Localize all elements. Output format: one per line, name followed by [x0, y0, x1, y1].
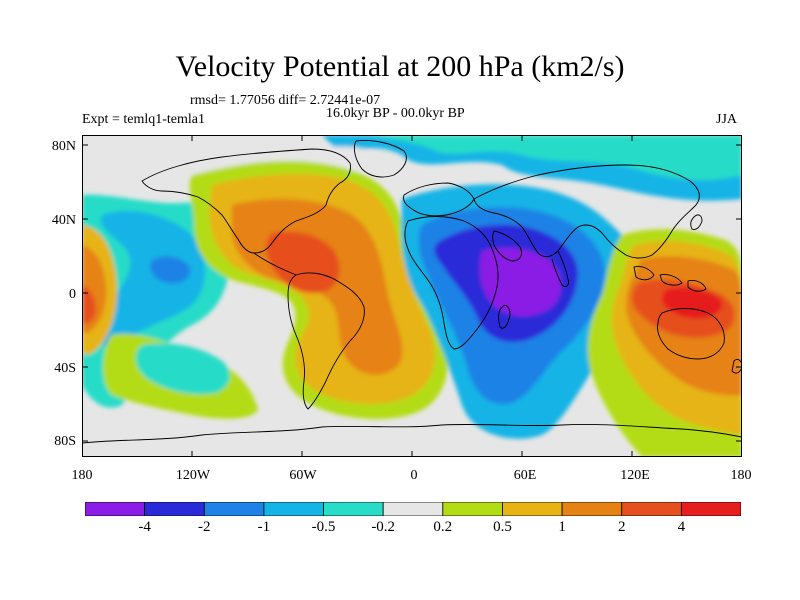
coastline-se-asia-islands — [633, 266, 707, 292]
coastlines — [82, 140, 742, 444]
colorbar-label: 4 — [677, 519, 686, 535]
colorbar-box — [323, 502, 384, 516]
colorbar-box — [621, 502, 682, 516]
lon-tick-60w: 60W — [289, 468, 317, 483]
season-label: JJA — [716, 112, 738, 127]
colorbar-label: -0.2 — [371, 519, 396, 535]
colorbar-label: 1 — [558, 519, 566, 535]
lat-tick-80n: 80N — [51, 139, 76, 154]
colorbar-box — [680, 502, 741, 516]
lon-tick-180e: 180 — [730, 468, 752, 483]
stats-line: rmsd= 1.77056 diff= 2.72441e-07 — [190, 93, 381, 108]
contour-west-pacific-red — [82, 285, 96, 324]
lat-tick-40s: 40S — [54, 361, 76, 376]
period-label: 16.0kyr BP - 00.0kyr BP — [326, 106, 465, 121]
colorbar-box — [442, 502, 503, 516]
colorbar-box — [263, 502, 324, 516]
colorbar-label: -1 — [257, 519, 271, 535]
coastline-japan — [690, 214, 703, 230]
coastline-europe — [403, 182, 475, 217]
coastline-madagascar — [498, 304, 511, 329]
coastline-north-america — [141, 148, 351, 254]
lat-tick-80s: 80S — [54, 434, 76, 449]
contour-pacific-medium — [98, 210, 206, 348]
coastline-central-america — [253, 252, 297, 276]
coastline-antarctica — [82, 423, 742, 444]
experiment-label: Expt = temlq1-temla1 — [82, 112, 205, 127]
lon-tick-60e: 60E — [513, 468, 537, 483]
colorbar-label: 0.2 — [433, 519, 453, 535]
lat-tick-0: 0 — [69, 287, 76, 302]
coastline-africa — [404, 216, 499, 350]
colorbar — [85, 502, 741, 516]
lon-tick-180w: 180 — [71, 468, 93, 483]
contour-north-band — [82, 135, 742, 181]
coastline-arabia — [492, 230, 523, 262]
velocity-potential-map — [82, 135, 742, 457]
colorbar-box — [144, 502, 205, 516]
contour-pacific-dark — [150, 256, 191, 284]
lon-tick-120e: 120E — [620, 468, 650, 483]
colorbar-label: -0.5 — [311, 519, 336, 535]
colorbar-label: -2 — [198, 519, 211, 535]
lon-tick-0: 0 — [410, 468, 418, 483]
colorbar-label: -4 — [138, 519, 151, 535]
colorbar-box — [85, 502, 146, 516]
colorbar-box — [502, 502, 563, 516]
colorbar-box — [382, 502, 444, 516]
colorbar-label: 2 — [617, 519, 626, 535]
lat-tick-40n: 40N — [51, 213, 76, 228]
lon-tick-120w: 120W — [175, 468, 211, 483]
contour-south-cyan-west — [135, 343, 230, 395]
contour-indian-core-purple — [479, 247, 562, 317]
contour-americas-red — [266, 231, 340, 294]
colorbar-box — [203, 502, 265, 516]
coastline-asia — [473, 164, 700, 259]
colorbar-label: 0.5 — [493, 519, 512, 535]
coastline-india — [551, 250, 569, 288]
coastline-greenland — [353, 140, 407, 178]
chart-title: Velocity Potential at 200 hPa (km2/s) — [175, 50, 625, 83]
contour-wpacific-core-red — [662, 287, 723, 319]
colorbar-box — [561, 502, 623, 516]
map-ticks — [82, 135, 742, 457]
coastline-south-america — [287, 272, 365, 410]
coastline-australia — [657, 308, 725, 360]
